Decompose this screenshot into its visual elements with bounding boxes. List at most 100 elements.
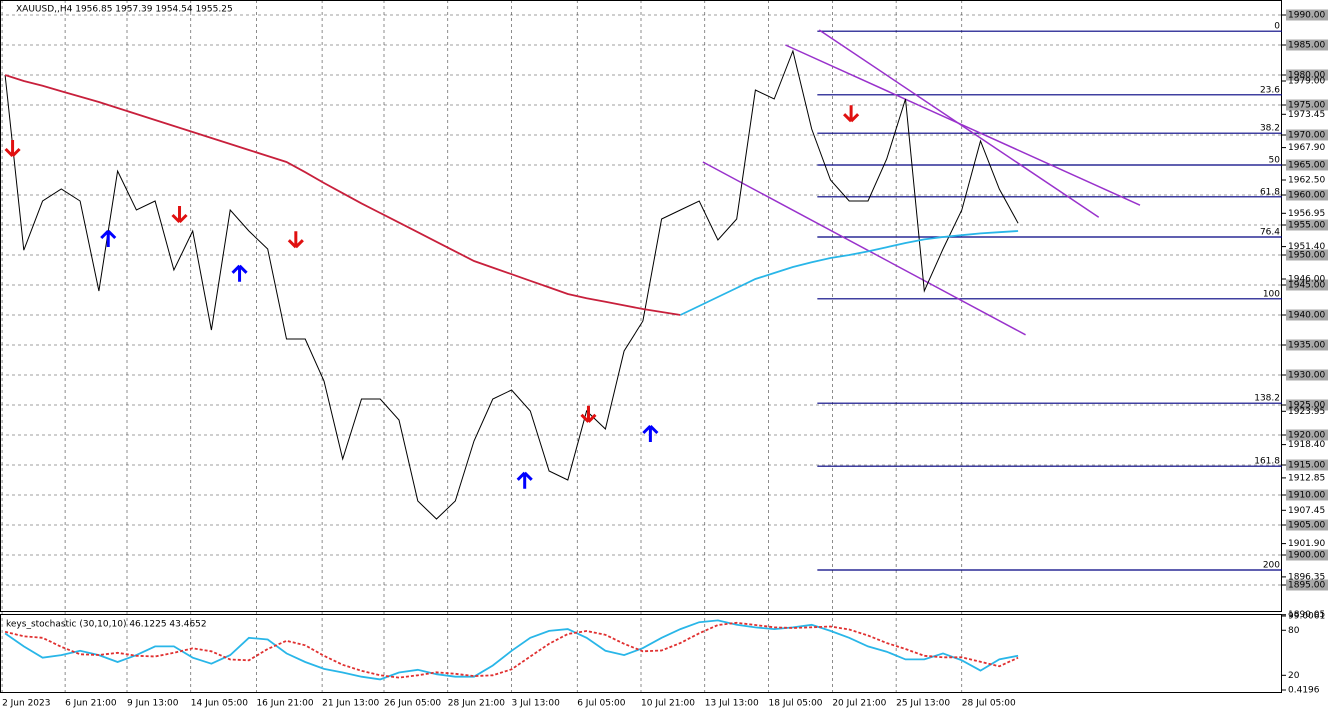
fib-label: 38.2 [1260,124,1280,134]
x-tick-label: 21 Jun 13:00 [322,699,379,709]
signal-arrow [843,105,860,123]
y-tick-box [1286,249,1328,261]
y-tick-box [1286,309,1328,321]
y-tick-box [1286,159,1328,171]
y-tick-box [1286,429,1328,441]
y-tick-label: 1925.00 [1288,401,1325,411]
y-tick-label: 1920.00 [1288,431,1325,441]
y-tick-label: 1890.05 [1288,610,1325,620]
y-tick-label: 1915.00 [1288,461,1325,471]
y-tick-label: 1962.50 [1288,176,1325,186]
y-tick-label: 1930.00 [1288,371,1325,381]
y-tick-box [1286,189,1328,201]
y-tick-label: 1901.90 [1288,539,1325,549]
y-tick-label: 1967.90 [1288,143,1325,153]
y-tick-box [1286,369,1328,381]
fib-label: 200 [1263,561,1280,571]
chart-title: XAUUSD,,H4 1956.85 1957.39 1954.54 1955.… [16,5,233,15]
y-tick-box [1286,219,1328,231]
signal-arrow [287,231,304,249]
y-tick-label: 1910.00 [1288,491,1325,501]
y-tick-label: 99.0061 [1288,612,1325,622]
x-tick-label: 20 Jul 21:00 [832,699,886,709]
x-tick-label: 16 Jun 21:00 [256,699,313,709]
x-tick-label: 9 Jun 13:00 [127,699,179,709]
y-tick-box [1286,579,1328,591]
y-tick-label: 1900.00 [1288,551,1325,561]
series-line [4,621,1019,679]
y-tick-label: 1935.00 [1288,341,1325,351]
y-tick-label: 1918.40 [1288,440,1325,450]
y-tick-label: 1950.00 [1288,251,1325,261]
y-tick-box [1286,459,1328,471]
y-tick-box [1286,99,1328,111]
y-tick-label: 1945.00 [1288,281,1325,291]
y-tick-label: 1905.00 [1288,521,1325,531]
fib-label: 161.8 [1254,457,1280,467]
x-tick-label: 3 Jul 13:00 [512,699,561,709]
fib-label: 23.6 [1260,85,1280,95]
series-line [680,230,1019,316]
y-tick-box [1286,69,1328,81]
y-tick-label: 1965.00 [1288,161,1325,171]
y-tick-label: 1955.00 [1288,221,1325,231]
indicator-title: keys_stochastic (30,10,10) 46.1225 43.46… [6,620,207,630]
y-tick-box [1286,549,1328,561]
y-tick-label: 1975.00 [1288,101,1325,111]
y-tick-label: 1951.40 [1288,242,1325,252]
series-line [4,619,1019,681]
x-tick-label: 14 Jun 05:00 [191,699,248,709]
y-tick-box [1286,399,1328,411]
y-tick-label: 1979.00 [1288,77,1325,87]
y-tick-label: 1940.00 [1288,311,1325,321]
signal-arrow [100,229,117,247]
channel-line [785,44,1141,206]
y-tick-label: 1907.45 [1288,506,1325,516]
x-tick-label: 26 Jun 05:00 [384,699,441,709]
fib-label: 138.2 [1254,394,1280,404]
y-tick-label: 1956.95 [1288,209,1325,219]
y-tick-label: 20 [1288,671,1300,681]
y-tick-label: 80 [1288,626,1300,636]
y-tick-label: 1960.00 [1288,191,1325,201]
fib-label: 0 [1274,22,1280,32]
y-tick-label: 1985.00 [1288,41,1325,51]
x-tick-label: 10 Jul 21:00 [641,699,695,709]
fib-label: 61.8 [1260,187,1280,197]
fib-label: 50 [1269,156,1281,166]
signal-arrow [231,264,248,282]
signal-arrow [4,140,21,158]
channel-line [702,161,1026,336]
x-tick-label: 28 Jul 05:00 [962,699,1016,709]
y-tick-box [1286,129,1328,141]
signal-arrow [642,424,659,442]
series-line [4,74,681,316]
y-tick-box [1286,9,1328,21]
y-tick-box [1286,279,1328,291]
x-tick-label: 13 Jul 13:00 [705,699,759,709]
y-tick-label: 1923.95 [1288,407,1325,417]
y-tick-box [1286,519,1328,531]
x-tick-label: 18 Jul 05:00 [769,699,823,709]
signal-arrow [171,206,188,224]
channel-line [818,29,1100,218]
y-tick-box [1286,489,1328,501]
y-tick-label: 1895.00 [1288,581,1325,591]
y-tick-label: 1896.35 [1288,572,1325,582]
y-tick-label: 0.4196 [1288,686,1320,696]
x-tick-label: 6 Jun 21:00 [65,699,117,709]
y-tick-label: 1912.85 [1288,473,1325,483]
fib-label: 76.4 [1260,228,1280,238]
fib-label: 100 [1263,289,1280,299]
y-tick-box [1286,39,1328,51]
x-tick-label: 2 Jun 2023 [2,699,50,709]
signal-arrow [516,471,533,489]
y-tick-label: 1973.45 [1288,110,1325,120]
y-tick-box [1286,339,1328,351]
y-tick-label: 1980.00 [1288,71,1325,81]
x-tick-label: 6 Jul 05:00 [577,699,626,709]
x-tick-label: 25 Jul 13:00 [896,699,950,709]
y-tick-label: 1946.00 [1288,275,1325,285]
